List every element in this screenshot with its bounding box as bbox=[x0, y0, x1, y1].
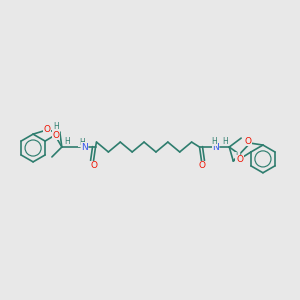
Text: O: O bbox=[90, 161, 97, 170]
Text: H: H bbox=[79, 138, 85, 147]
Text: N: N bbox=[212, 142, 219, 152]
Text: N: N bbox=[81, 142, 88, 152]
Text: O: O bbox=[244, 136, 252, 146]
Text: H: H bbox=[212, 136, 217, 146]
Text: H: H bbox=[235, 152, 241, 161]
Text: O: O bbox=[198, 161, 205, 170]
Text: O: O bbox=[236, 155, 244, 164]
Text: O: O bbox=[52, 130, 59, 140]
Text: H: H bbox=[64, 136, 70, 146]
Text: H: H bbox=[53, 122, 59, 131]
Text: H: H bbox=[222, 136, 228, 146]
Text: O: O bbox=[44, 125, 50, 134]
